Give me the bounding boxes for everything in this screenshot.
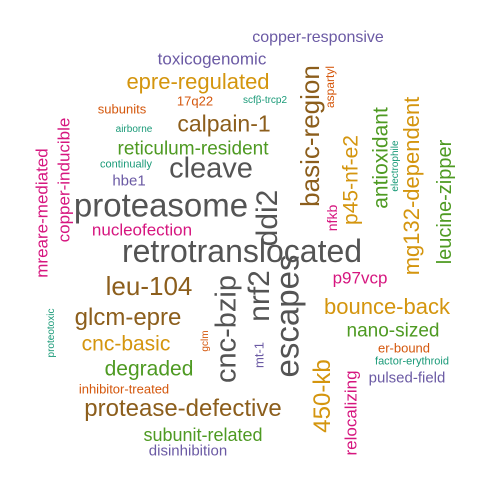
word-leucine-zipper: leucine-zipper bbox=[434, 139, 456, 265]
word-factor-erythroid: factor-erythroid bbox=[375, 355, 449, 368]
word-p45-nf-e2: p45-nf-e2 bbox=[339, 135, 363, 225]
word-450-kb: 450-kb bbox=[309, 359, 336, 433]
word-calpain-1: calpain-1 bbox=[177, 110, 271, 137]
word-degraded: degraded bbox=[104, 357, 194, 381]
word-hbe1: hbe1 bbox=[112, 172, 146, 190]
word-er-bound: er-bound bbox=[377, 340, 431, 356]
word-nucleofection: nucleofection bbox=[91, 220, 193, 240]
word-epre-regulated: epre-regulated bbox=[126, 69, 270, 94]
word-subunit-related: subunit-related bbox=[143, 425, 263, 445]
word-cnc-basic: cnc-basic bbox=[81, 332, 171, 356]
word-17q22: 17q22 bbox=[176, 93, 214, 109]
word-inhibitor-treated: inhibitor-treated bbox=[78, 381, 170, 397]
word-continually: continually bbox=[100, 158, 152, 171]
word-scfb-trcp2: scfβ-trcp2 bbox=[242, 95, 288, 106]
word-cnc-bzip: cnc-bzip bbox=[210, 275, 243, 383]
word-mreare-mediated: mreare-mediated bbox=[32, 148, 52, 278]
word-proteotoxic: proteotoxic bbox=[46, 308, 57, 358]
word-copper-responsive: copper-responsive bbox=[252, 29, 384, 46]
word-copper-inducible: copper-inducible bbox=[54, 117, 74, 243]
word-electrophile: electrophile bbox=[390, 140, 401, 192]
word-glcm-epre: glcm-epre bbox=[74, 304, 182, 331]
word-retrotranslocated: retrotranslocated bbox=[121, 233, 363, 269]
word-relocalizing: relocalizing bbox=[341, 370, 361, 456]
word-bounce-back: bounce-back bbox=[324, 294, 450, 319]
word-airborne: airborne bbox=[115, 124, 153, 135]
word-ddi2: ddi2 bbox=[251, 189, 284, 247]
word-reticulum-resident: reticulum-resident bbox=[117, 138, 269, 160]
word-nano-sized: nano-sized bbox=[346, 320, 440, 342]
word-basic-region: basic-region bbox=[295, 65, 325, 207]
word-subunits: subunits bbox=[97, 101, 147, 117]
word-leu-104: leu-104 bbox=[105, 271, 193, 301]
word-aspartyl: aspartyl bbox=[323, 65, 337, 109]
word-protease-defective: protease-defective bbox=[84, 395, 282, 422]
word-gclm: gclm bbox=[200, 330, 211, 352]
word-mg132-dependent: mg132-dependent bbox=[399, 96, 424, 276]
word-p97vcp: p97vcp bbox=[332, 268, 388, 288]
word-disinhibition: disinhibition bbox=[148, 442, 228, 460]
word-proteasome: proteasome bbox=[73, 186, 249, 224]
word-nfkb: nfkb bbox=[324, 204, 340, 232]
word-cleave: cleave bbox=[169, 152, 253, 185]
word-toxicogenomic: toxicogenomic bbox=[157, 49, 267, 69]
word-antioxidant: antioxidant bbox=[369, 107, 393, 209]
word-nrf2: nrf2 bbox=[243, 270, 276, 322]
word-mt-1: mt-1 bbox=[251, 342, 267, 368]
word-pulsed-field: pulsed-field bbox=[368, 369, 446, 387]
